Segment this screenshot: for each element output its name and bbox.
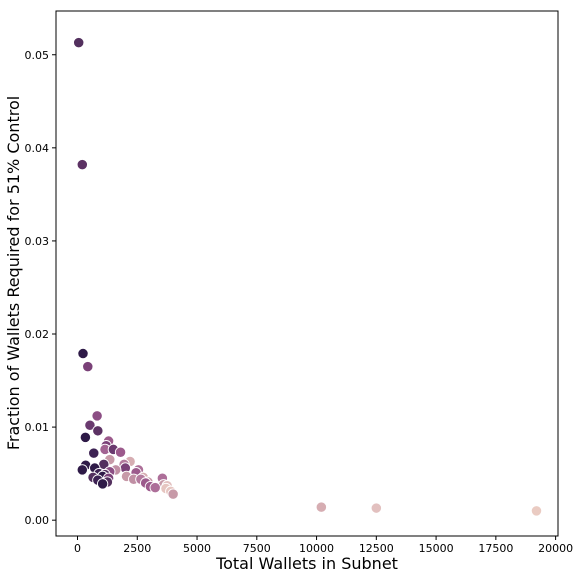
x-tick-label: 7500 bbox=[243, 542, 271, 555]
x-tick-label: 2500 bbox=[123, 542, 151, 555]
axis-ticks: 0 2500 5000 7500 10000 12500 15000 17500 20000 0.… bbox=[25, 49, 574, 555]
plot-frame bbox=[55, 10, 559, 537]
data-point bbox=[79, 431, 92, 443]
data-point bbox=[77, 347, 89, 360]
data-point bbox=[92, 425, 104, 437]
data-point bbox=[167, 488, 179, 500]
x-tick-label: 20000 bbox=[538, 542, 573, 555]
x-tick-label: 12500 bbox=[359, 542, 394, 555]
y-tick-label: 0.03 bbox=[25, 235, 50, 248]
data-points bbox=[73, 36, 543, 517]
y-axis-label: Fraction of Wallets Required for 51% Con… bbox=[4, 96, 23, 450]
data-point bbox=[76, 464, 88, 476]
y-tick-label: 0.00 bbox=[25, 514, 50, 527]
x-tick-label: 10000 bbox=[299, 542, 334, 555]
x-tick-label: 15000 bbox=[419, 542, 454, 555]
x-tick-label: 5000 bbox=[183, 542, 211, 555]
y-tick-label: 0.01 bbox=[25, 421, 50, 434]
x-tick-label: 17500 bbox=[478, 542, 513, 555]
y-tick-label: 0.02 bbox=[25, 328, 50, 341]
data-point bbox=[76, 158, 88, 171]
data-point bbox=[91, 410, 103, 422]
data-point bbox=[96, 478, 109, 490]
data-point bbox=[82, 360, 94, 373]
data-point bbox=[315, 501, 327, 513]
data-point bbox=[84, 419, 96, 431]
x-axis-label: Total Wallets in Subnet bbox=[215, 554, 398, 573]
data-point bbox=[149, 481, 161, 494]
data-point bbox=[73, 36, 85, 49]
y-tick-label: 0.05 bbox=[25, 49, 50, 62]
data-point bbox=[88, 447, 100, 459]
data-point bbox=[370, 502, 382, 514]
data-point bbox=[114, 446, 127, 458]
x-tick-label: 0 bbox=[74, 542, 81, 555]
data-point bbox=[530, 505, 543, 517]
y-tick-label: 0.04 bbox=[25, 142, 50, 155]
